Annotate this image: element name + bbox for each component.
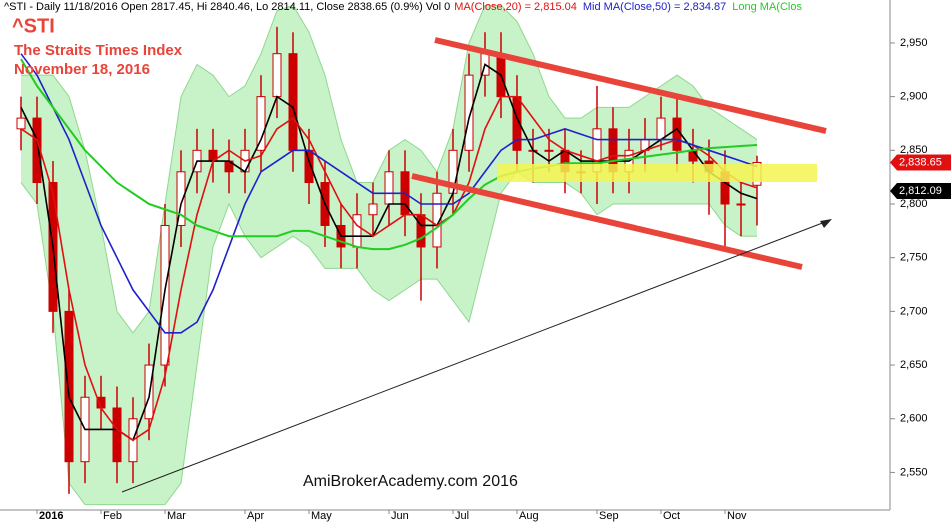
candle-body — [352, 214, 362, 248]
x-tick-label: May — [311, 510, 332, 522]
y-tick-label: 2,550 — [900, 466, 928, 478]
x-tick-label: Nov — [727, 510, 747, 522]
x-tick-label: Mar — [167, 510, 186, 522]
candle-body — [112, 407, 122, 463]
candle-body — [288, 53, 298, 151]
header: ^STI - Daily 11/18/2016 Open 2817.45, Hi… — [4, 1, 802, 13]
index-name: The Straits Times Index — [14, 42, 183, 59]
y-tick-label: 2,900 — [900, 91, 928, 103]
y-tick-label: 2,600 — [900, 413, 928, 425]
candle-body — [432, 192, 442, 248]
watermark: AmiBrokerAcademy.com 2016 — [303, 473, 518, 490]
price-tag-label: 2,812.09 — [899, 185, 942, 197]
channel-bottom — [411, 173, 803, 270]
candle-body — [688, 149, 698, 162]
x-tick-label: Apr — [247, 510, 264, 522]
band-area — [21, 5, 757, 505]
arrow-head — [820, 219, 832, 228]
legend-entry: Long MA(Clos — [732, 1, 802, 13]
price-tag — [890, 183, 951, 200]
x-tick-label: Jul — [455, 510, 469, 522]
ma-line — [20, 58, 758, 251]
y-tick-label: 2,650 — [900, 359, 928, 371]
channel-top — [434, 37, 827, 134]
annotations — [121, 37, 832, 493]
price-tag — [890, 154, 951, 171]
candle-body — [16, 117, 26, 130]
y-tick-label: 2,800 — [900, 198, 928, 210]
y-tick-label: 2,700 — [900, 305, 928, 317]
candle-body — [736, 203, 746, 206]
support-zone — [497, 164, 817, 182]
x-tick-label: Oct — [663, 510, 680, 522]
candle-body — [272, 53, 282, 98]
legend-entry: MA(Close,20) = 2,815.04 — [454, 1, 577, 13]
x-tick-label: Aug — [519, 510, 539, 522]
candle-body — [64, 310, 74, 463]
price-tag-label: 2,838.65 — [899, 156, 942, 168]
ma-line — [20, 95, 758, 442]
candle-body — [464, 74, 474, 151]
candle-body — [544, 149, 554, 152]
legend-entry: Mid MA(Close,50) = 2,834.87 — [583, 1, 726, 13]
x-tick-label: Jun — [391, 510, 409, 522]
y-tick-label: 2,850 — [900, 144, 928, 156]
header-text: ^STI - Daily 11/18/2016 Open 2817.45, Hi… — [4, 1, 450, 13]
date: November 18, 2016 — [14, 61, 150, 78]
x-tick-label: 2016 — [39, 510, 63, 522]
candle-body — [672, 117, 682, 151]
band-edge — [20, 171, 757, 506]
x-tick-label: Sep — [599, 510, 619, 522]
symbol: ^STI — [12, 15, 55, 37]
candle-body — [416, 214, 426, 248]
candle-body — [368, 203, 378, 216]
candle-body — [256, 96, 266, 151]
trend-arrow — [121, 221, 826, 493]
candle-body — [176, 171, 186, 226]
candle-body — [384, 171, 394, 205]
candle-body — [656, 117, 666, 141]
y-tick-label: 2,750 — [900, 252, 928, 264]
x-tick-label: Feb — [103, 510, 122, 522]
plot-area — [16, 4, 762, 506]
y-tick-label: 2,950 — [900, 37, 928, 49]
ma-line — [20, 53, 758, 334]
